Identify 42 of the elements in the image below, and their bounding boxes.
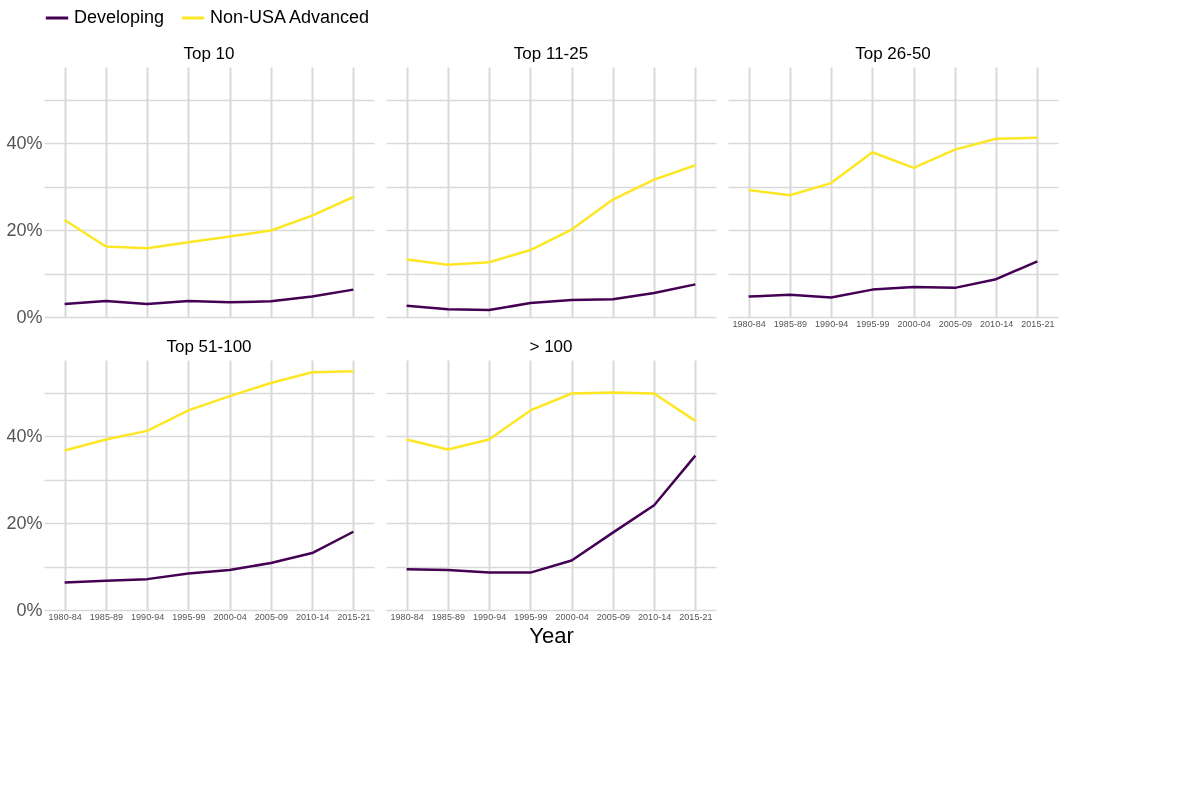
y-tick-label: 40% (6, 425, 43, 446)
x-tick-label: 1980-84 (732, 318, 766, 329)
x-tick-label: 2005-09 (596, 611, 630, 622)
chart-title: Top 10 (183, 44, 235, 63)
chart-title: > 100 (529, 337, 573, 356)
x-tick-label: 2015-21 (337, 611, 371, 622)
x-tick-label: 2015-21 (1021, 318, 1055, 329)
y-tick-label: 0% (16, 306, 43, 327)
line-series (63, 195, 355, 250)
x-tick-label: 1995-99 (172, 611, 206, 622)
chart-title: Top 51-100 (166, 337, 252, 356)
x-axis-title: Year (529, 622, 574, 648)
x-tick-label: 1995-99 (514, 611, 548, 622)
line-series (63, 288, 355, 306)
x-tick-label: 1990-94 (131, 611, 165, 622)
x-tick-label: 2000-04 (555, 611, 589, 622)
x-tick-label: 1990-94 (473, 611, 507, 622)
x-tick-label: 1985-89 (773, 318, 807, 329)
chart-title: Top 26-50 (855, 44, 931, 63)
y-tick-label: 20% (6, 512, 43, 533)
y-tick-label: 0% (16, 599, 43, 620)
x-tick-label: 2010-14 (638, 611, 672, 622)
x-tick-label: 2000-04 (213, 611, 247, 622)
x-tick-label: 1985-89 (431, 611, 465, 622)
x-tick-label: 1980-84 (390, 611, 424, 622)
x-tick-label: 2000-04 (897, 318, 931, 329)
x-tick-label: 2015-21 (679, 611, 713, 622)
x-tick-label: 2005-09 (938, 318, 972, 329)
x-tick-label: 1990-94 (815, 318, 849, 329)
line-series (63, 530, 355, 584)
x-tick-label: 1995-99 (856, 318, 890, 329)
x-tick-label: 2010-14 (980, 318, 1014, 329)
line-series (63, 370, 355, 452)
legend-label: Developing (74, 7, 165, 27)
chart-title: Top 11-25 (513, 44, 589, 63)
y-tick-label: 40% (6, 132, 43, 153)
x-tick-label: 1980-84 (48, 611, 82, 622)
legend-label: Non-USA Advanced (210, 7, 370, 27)
x-tick-label: 2010-14 (296, 611, 330, 622)
x-tick-label: 1985-89 (89, 611, 123, 622)
x-tick-label: 2005-09 (254, 611, 288, 622)
y-tick-label: 20% (6, 219, 43, 240)
